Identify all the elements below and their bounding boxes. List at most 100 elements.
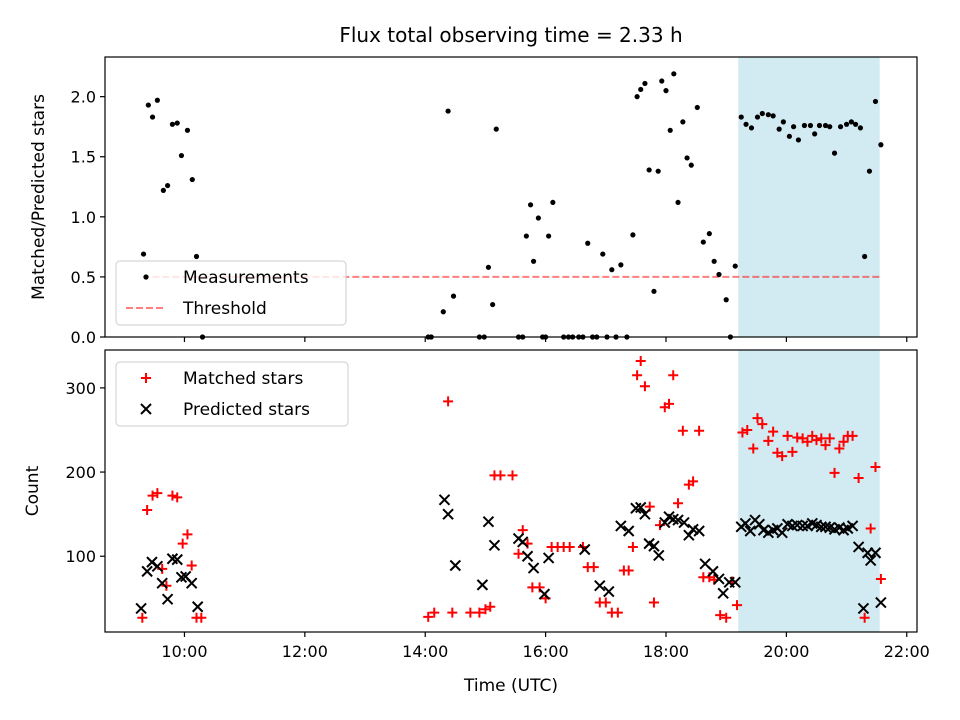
matched-star-point — [847, 430, 858, 441]
matched-star-point — [829, 467, 840, 478]
matched-star-point — [588, 562, 599, 573]
x-tick-label: 16:00 — [523, 642, 569, 661]
legend-label: Measurements — [183, 268, 309, 288]
measurement-point — [585, 240, 591, 246]
measurement-point — [706, 231, 712, 237]
measurement-point — [160, 187, 166, 193]
predicted-star-point — [776, 526, 788, 539]
measurement-point — [770, 113, 776, 119]
measurement-point — [145, 102, 151, 108]
matched-star-point — [182, 529, 193, 540]
predicted-star-point — [603, 585, 615, 598]
highlight-span — [738, 57, 880, 337]
measurement-point — [638, 86, 644, 93]
matched-star-point — [834, 443, 845, 454]
measurement-point — [795, 137, 802, 143]
matched-star-point — [748, 443, 759, 454]
measurement-point — [711, 258, 717, 264]
matched-star-point — [668, 370, 679, 381]
measurement-point — [493, 126, 499, 132]
measurement-point — [149, 114, 156, 120]
measurement-point — [642, 80, 648, 87]
matched-star-point — [820, 440, 831, 451]
y-axis-label-count: Count — [23, 465, 43, 516]
y-axis-label-ratio: Matched/Predicted stars — [29, 94, 49, 300]
measurement-point — [527, 202, 534, 208]
predicted-star-point — [857, 602, 870, 615]
predicted-star-point — [683, 529, 695, 541]
predicted-star-point — [171, 553, 183, 566]
matched-star-point — [732, 600, 743, 611]
legend-label: Matched stars — [183, 369, 303, 389]
matched-star-point — [172, 492, 183, 503]
matched-star-point — [870, 462, 881, 473]
measurement-point — [743, 121, 749, 127]
matched-star-point — [627, 541, 638, 552]
measurement-point — [634, 94, 640, 100]
measurement-point — [680, 119, 686, 125]
predicted-star-point — [151, 560, 164, 573]
measurement-point — [827, 124, 833, 130]
matched-star-point — [423, 611, 434, 622]
matched-star-point — [782, 430, 793, 441]
x-tick-label: 14:00 — [402, 642, 448, 661]
plot-layer: 0.0 0.5 1.0 1.5 2.0 Measurements Threshold 100 2… — [65, 56, 930, 661]
measurement-point — [193, 253, 200, 260]
chart-title: Flux total observing time = 2.33 h — [339, 23, 682, 47]
matched-star-point — [787, 446, 798, 457]
measurement-point — [671, 71, 677, 77]
matched-star-point — [534, 582, 545, 593]
measurement-point — [523, 233, 529, 239]
y-tick-label: 0.5 — [71, 268, 96, 287]
legend-label: Threshold — [182, 299, 267, 319]
matched-star-point — [639, 381, 650, 392]
predicted-star-point — [717, 587, 729, 599]
measurement-point — [822, 122, 829, 129]
x-tick-label: 18:00 — [643, 642, 689, 661]
legend-counts: Matched stars Predicted stars — [115, 361, 349, 427]
matched-star-point — [474, 607, 485, 618]
predicted-star-point — [449, 559, 462, 572]
y-tick-label: 300 — [65, 379, 96, 398]
predicted-star-point — [639, 508, 651, 520]
predicted-star-point — [672, 514, 684, 526]
predicted-star-point — [796, 520, 809, 532]
matched-star-point — [465, 607, 476, 618]
x-tick-label: 22:00 — [884, 642, 930, 661]
matched-star-point — [152, 488, 163, 499]
measurement-point — [485, 264, 492, 270]
y-tick-label: 1.0 — [71, 208, 96, 227]
matched-star-point — [495, 470, 506, 481]
matched-star-point — [648, 597, 659, 608]
measurement-point — [837, 124, 844, 130]
matched-star-point — [688, 476, 699, 487]
predicted-star-point — [653, 549, 665, 562]
matched-star-point — [635, 355, 646, 366]
matched-star-point — [757, 419, 768, 430]
predicted-star-point — [648, 540, 660, 552]
matched-star-point — [664, 398, 675, 409]
measurement-point — [618, 262, 624, 268]
measurement-point — [140, 251, 147, 257]
legend-ratio: Measurements Threshold — [115, 260, 347, 326]
measurement-point — [754, 114, 761, 120]
predicted-star-point — [635, 501, 647, 514]
measurement-point — [546, 233, 552, 239]
predicted-star-point — [693, 525, 705, 537]
predicted-star-point — [659, 516, 671, 529]
predicted-star-point — [141, 565, 153, 578]
predicted-star-point — [191, 601, 204, 613]
predicted-star-point — [135, 602, 147, 615]
measurement-point — [801, 122, 808, 129]
matched-star-point — [632, 370, 643, 381]
matched-star-point — [447, 607, 458, 618]
x-axis-label: Time (UTC) — [463, 676, 558, 696]
matched-star-point — [802, 436, 813, 447]
measurement-point — [189, 176, 195, 183]
legend-label: Predicted stars — [183, 400, 310, 420]
matched-star-point — [777, 451, 788, 462]
predicted-star-point — [744, 525, 756, 537]
predicted-star-point — [156, 577, 168, 589]
matched-star-point — [137, 612, 148, 623]
measurement-point — [853, 121, 859, 127]
